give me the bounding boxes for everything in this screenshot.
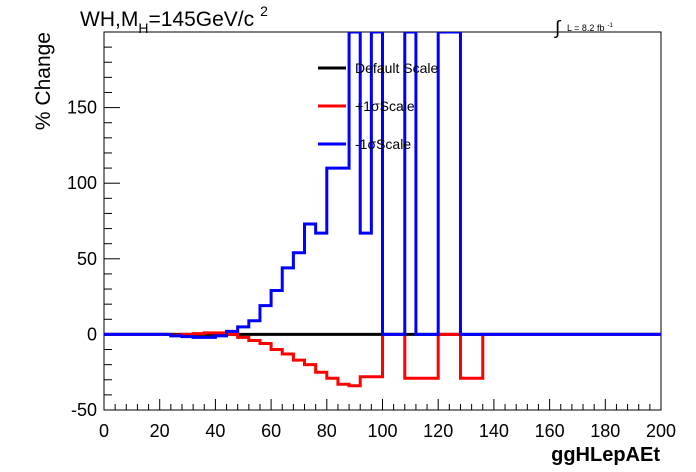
legend-label-0: Default Scale: [355, 60, 438, 76]
legend-label-2: -1σScale: [355, 136, 411, 152]
x-tick-label: 180: [590, 421, 620, 441]
x-tick-label: 140: [479, 421, 509, 441]
series-line-1: [104, 331, 661, 388]
chart-title-rest: =145GeV/c: [148, 8, 254, 31]
integral-sign: ∫: [554, 18, 562, 39]
y-tick-label: -50: [71, 400, 97, 420]
x-tick-label: 200: [646, 421, 676, 441]
x-axis-title: ggHLepAEt: [551, 444, 660, 466]
luminosity-label: L = 8.2 fb -1: [567, 23, 613, 33]
y-tick-label: 0: [87, 324, 97, 344]
y-tick-label: 100: [67, 173, 97, 193]
x-tick-label: 80: [317, 421, 337, 441]
x-tick-label: 100: [367, 421, 397, 441]
y-tick-label: 50: [77, 249, 97, 269]
series-group: [104, 32, 661, 388]
x-tick-label: 60: [261, 421, 281, 441]
x-tick-label: 120: [423, 421, 453, 441]
chart-title-subscript: H: [138, 20, 148, 36]
legend: Default Scale +1σScale -1σScale: [318, 60, 438, 152]
series-line-2: [104, 32, 661, 339]
x-tick-label: 160: [535, 421, 565, 441]
x-tick-label: 40: [205, 421, 225, 441]
chart-title: WH,MH=145GeV/c 2: [80, 3, 268, 36]
luminosity-text: L = 8.2 fb: [567, 23, 604, 33]
luminosity-superscript: -1: [607, 23, 613, 29]
chart-title-main: WH,M: [80, 8, 138, 31]
x-tick-label: 20: [150, 421, 170, 441]
y-axis-title: % Change: [32, 32, 55, 130]
x-tick-label: 0: [99, 421, 109, 441]
y-tick-label: 150: [67, 98, 97, 118]
legend-label-1: +1σScale: [355, 98, 415, 114]
chart-title-superscript: 2: [260, 3, 268, 19]
